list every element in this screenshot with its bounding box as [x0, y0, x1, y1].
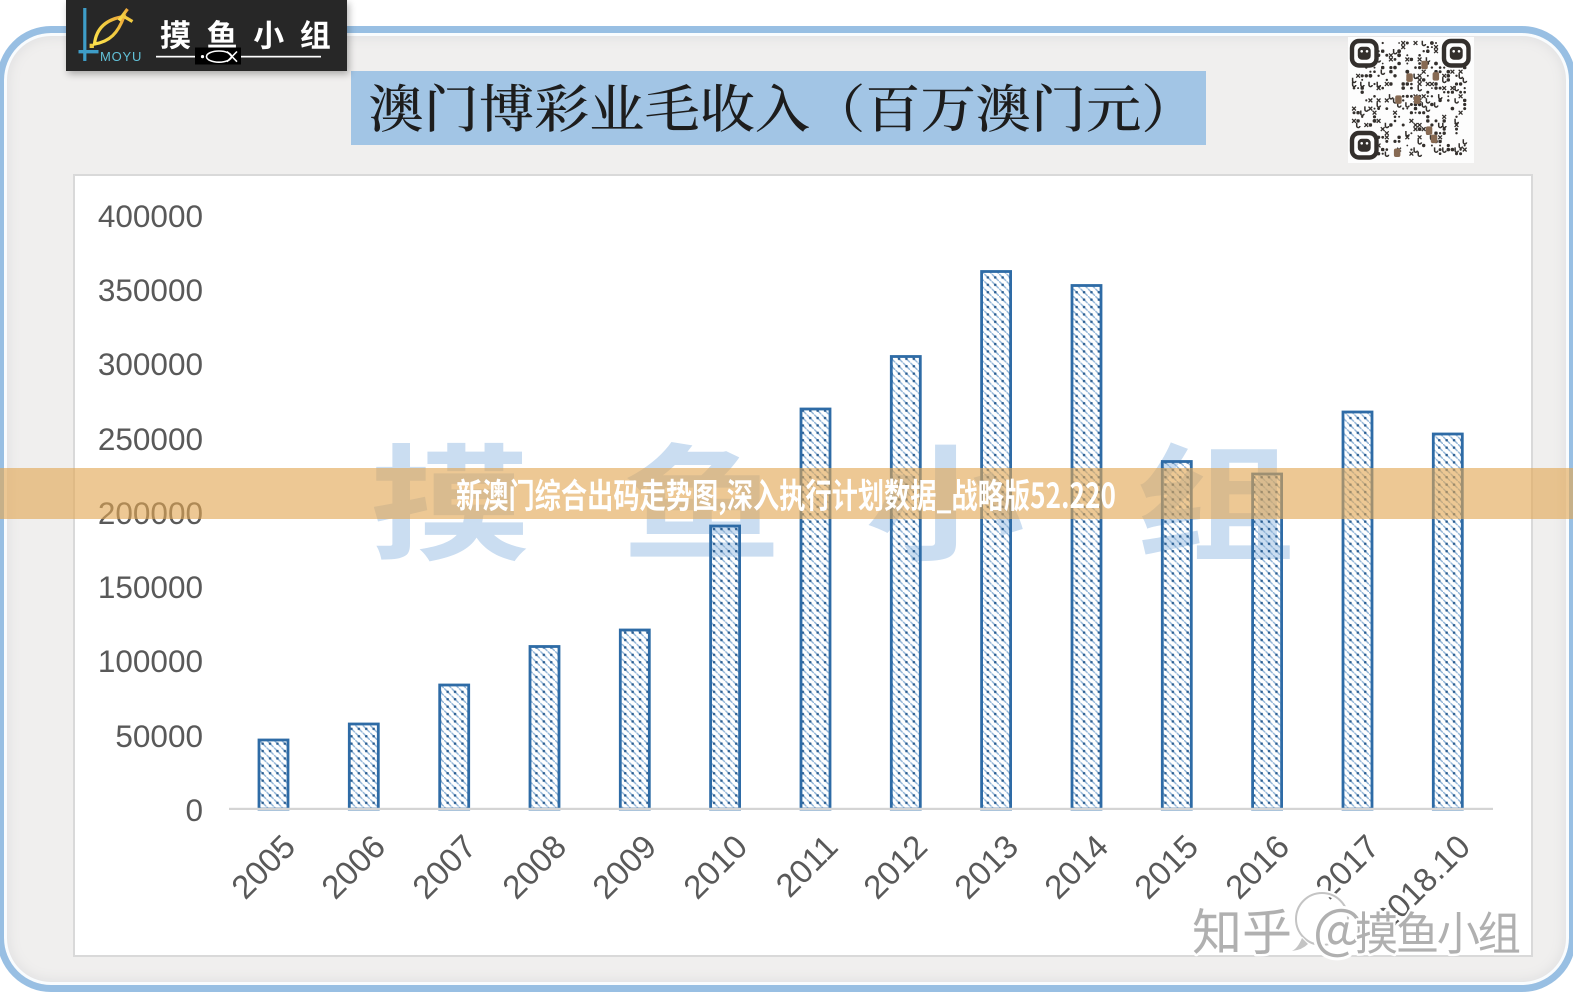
svg-text:MOYU: MOYU	[100, 49, 142, 64]
